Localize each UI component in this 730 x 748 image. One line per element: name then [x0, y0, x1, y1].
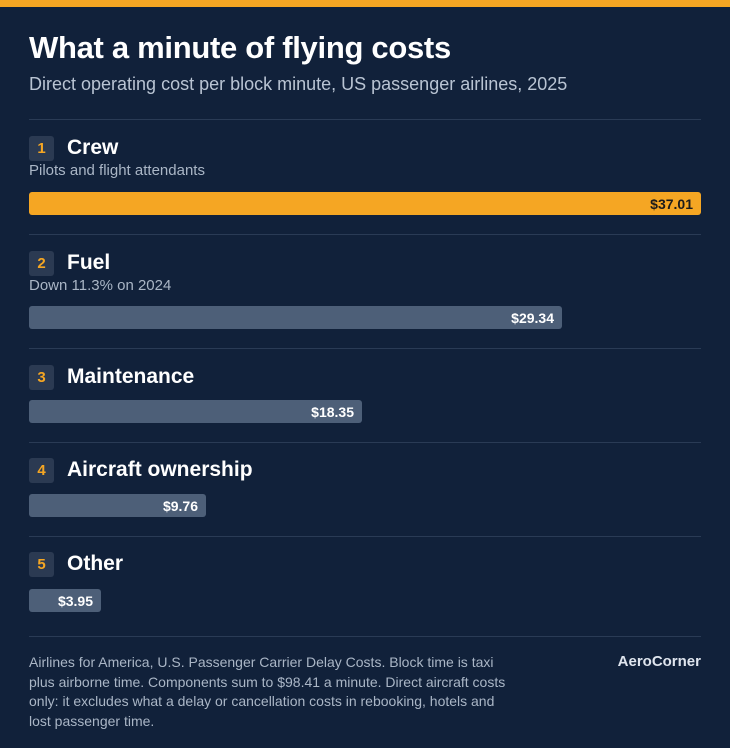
- bar-value-label: $29.34: [511, 309, 554, 326]
- bar-value-label: $18.35: [311, 403, 354, 420]
- row-divider: [29, 234, 701, 235]
- bar: $29.34: [29, 306, 562, 329]
- rank-badge: 5: [29, 551, 54, 577]
- rank-badge: 3: [29, 364, 54, 390]
- rank-badge: 4: [29, 457, 54, 483]
- bar-value-label: $3.95: [57, 592, 93, 609]
- row-divider: [29, 119, 701, 120]
- category-note: Pilots and flight attendants: [29, 162, 205, 179]
- bar-value-label: $37.01: [650, 195, 693, 212]
- category-header: 3 Maintenance: [29, 364, 194, 390]
- bar: $3.95: [29, 589, 101, 612]
- row-divider: [29, 442, 701, 443]
- rank-badge: 2: [29, 250, 54, 276]
- bar: $9.76: [29, 494, 206, 517]
- footer-divider: [29, 636, 701, 637]
- bar: $37.01: [29, 192, 701, 215]
- category-header: 4 Aircraft ownership: [29, 457, 253, 483]
- source-footnote: Airlines for America, U.S. Passenger Car…: [29, 654, 506, 729]
- row-divider: [29, 536, 701, 537]
- accent-top-bar: [0, 0, 730, 7]
- category-label: Fuel: [67, 251, 111, 274]
- rank-badge: 1: [29, 135, 54, 161]
- bar: $18.35: [29, 400, 362, 423]
- category-header: 1 Crew: [29, 135, 118, 161]
- category-header: 2 Fuel: [29, 250, 110, 276]
- category-note: Down 11.3% on 2024: [29, 277, 172, 294]
- chart-subtitle: Direct operating cost per block minute, …: [29, 74, 568, 94]
- category-label: Other: [67, 552, 124, 575]
- category-label: Maintenance: [67, 365, 195, 388]
- bar-value-label: $9.76: [162, 497, 198, 514]
- category-label: Aircraft ownership: [67, 458, 253, 481]
- brand-logo-text: AeroCorner: [617, 653, 701, 670]
- category-label: Crew: [67, 136, 119, 159]
- chart-title: What a minute of flying costs: [29, 30, 451, 65]
- row-divider: [29, 348, 701, 349]
- category-header: 5 Other: [29, 551, 123, 577]
